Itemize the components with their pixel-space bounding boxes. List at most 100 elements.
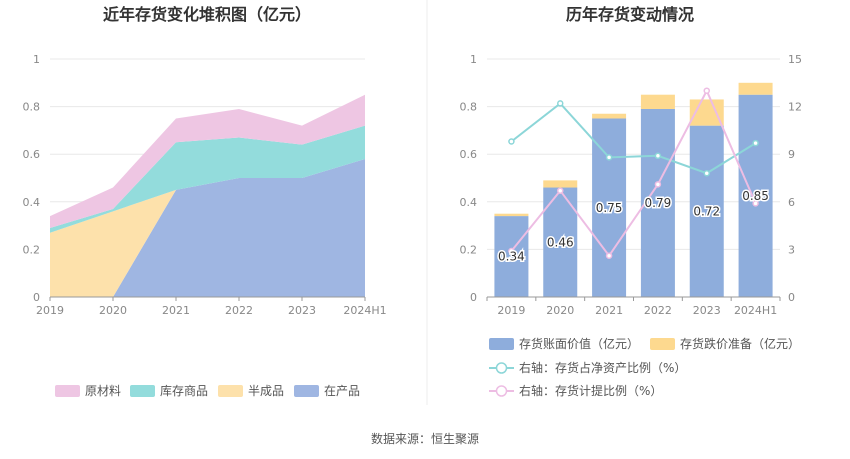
left-legend-item[interactable]: 原材料 <box>55 384 121 398</box>
legend-label: 库存商品 <box>160 383 208 398</box>
right-lines: 0.34 0.46 0.75 0.79 0.72 0.85 <box>497 87 770 265</box>
right-legend-item[interactable]: 存货账面价值（亿元） <box>489 336 639 351</box>
left-x-tick: 2020 <box>99 304 127 317</box>
right-grid <box>487 58 780 250</box>
right-y2-tick: 6 <box>788 196 795 209</box>
left-axes: 0 0.2 0.4 0.6 0.8 1 2019 2020 2021 2022 2023 2024H1 <box>23 53 387 317</box>
left-legend-item[interactable]: 半成品 <box>218 384 284 398</box>
right-y-tick: 0 <box>470 291 477 304</box>
line-series-1 <box>510 88 757 258</box>
line-point-1 <box>654 181 662 188</box>
right-y2-tick: 3 <box>788 243 795 256</box>
bar-book-value <box>640 108 675 297</box>
left-y-tick: 0.8 <box>23 101 41 114</box>
data-source: 数据来源：恒生聚源 <box>371 431 479 446</box>
bar-value-label: 0.85 <box>742 189 769 203</box>
legend-swatch <box>650 338 675 350</box>
area-原材料 <box>50 94 365 228</box>
left-y-tick: 1 <box>33 53 40 66</box>
bar-value-label: 0.75 <box>596 201 623 215</box>
area-库存商品 <box>50 125 365 233</box>
left-x-tick: 2024H1 <box>343 304 386 317</box>
right-y2-tick: 15 <box>788 53 802 66</box>
legend-label: 右轴：存货计提比例（%） <box>519 383 662 398</box>
right-x-tick: 2021 <box>595 304 623 317</box>
legend-label: 存货账面价值（亿元） <box>519 336 639 351</box>
line-point-0 <box>703 169 710 177</box>
line-point-1 <box>557 187 564 194</box>
left-y-tick: 0.6 <box>23 148 41 161</box>
left-legend[interactable]: 原材料 库存商品 半成品 在产品 <box>55 383 360 398</box>
bar-book-value <box>689 125 724 297</box>
bar-value-label: 0.34 <box>498 250 525 264</box>
area-在产品 <box>50 158 365 297</box>
bar-value-label: 0.72 <box>693 204 720 218</box>
right-x-tick: 2019 <box>497 304 525 317</box>
left-areas <box>50 94 365 297</box>
legend-swatch <box>55 385 80 397</box>
right-legend-item[interactable]: 右轴：存货计提比例（%） <box>489 383 662 398</box>
bar-value-label: 0.46 <box>547 235 574 249</box>
line-point-1 <box>703 87 710 94</box>
right-y-tick: 0.4 <box>460 196 478 209</box>
legend-label: 原材料 <box>85 384 121 398</box>
left-chart-title: 近年存货变化堆积图（亿元） <box>103 5 311 24</box>
right-y2-tick: 12 <box>788 101 802 114</box>
line-point-0 <box>508 138 515 145</box>
left-x-tick: 2023 <box>288 304 316 317</box>
line-series-0 <box>510 102 757 175</box>
right-y2-tick: 0 <box>788 291 795 304</box>
legend-label: 半成品 <box>248 384 284 398</box>
bar-impairment <box>592 113 627 119</box>
left-y-tick: 0 <box>33 291 40 304</box>
line-point-0 <box>605 154 613 161</box>
legend-swatch <box>489 338 514 350</box>
right-x-tick: 2022 <box>644 304 672 317</box>
left-legend-item[interactable]: 在产品 <box>294 384 360 398</box>
legend-marker <box>495 362 508 374</box>
bar-impairment <box>738 82 773 95</box>
bar-impairment <box>543 180 578 188</box>
line-point-1 <box>605 252 613 259</box>
right-y-tick: 0.8 <box>460 101 478 114</box>
right-legend-item[interactable]: 右轴：存货占净资产比例（%） <box>489 360 686 375</box>
line-point-1 <box>508 247 515 255</box>
right-x-tick: 2020 <box>546 304 574 317</box>
left-x-tick: 2021 <box>162 304 190 317</box>
right-y-tick: 1 <box>470 53 477 66</box>
line-point-0 <box>557 100 564 107</box>
right-axes: 0 0.2 0.4 0.6 0.8 1 0 3 6 9 12 15 2019 2020 2021 2022 20… <box>460 53 803 317</box>
right-chart-title: 历年存货变动情况 <box>566 5 694 24</box>
legend-label: 在产品 <box>324 384 360 398</box>
right-y-tick: 0.2 <box>460 243 478 256</box>
left-legend-item[interactable]: 库存商品 <box>130 383 208 398</box>
right-y2-tick: 9 <box>788 148 795 161</box>
line-point-0 <box>654 152 662 160</box>
area-半成品 <box>50 158 365 297</box>
right-legend-item[interactable]: 存货跌价准备（亿元） <box>650 336 800 351</box>
left-y-tick: 0.4 <box>23 196 41 209</box>
bar-book-value <box>738 94 773 297</box>
left-y-tick: 0.2 <box>23 243 41 256</box>
right-x-tick: 2023 <box>693 304 721 317</box>
right-x-tick: 2024H1 <box>734 304 777 317</box>
legend-label: 存货跌价准备（亿元） <box>680 336 800 351</box>
right-bars <box>494 82 773 297</box>
bar-impairment <box>494 213 529 217</box>
left-x-tick: 2022 <box>225 304 253 317</box>
bar-book-value <box>592 118 627 297</box>
right-y-tick: 0.6 <box>460 148 478 161</box>
bar-impairment <box>640 94 675 109</box>
line-point-0 <box>752 139 759 147</box>
bar-value-label: 0.79 <box>645 196 672 210</box>
legend-swatch <box>218 385 243 397</box>
line-point-1 <box>752 200 759 207</box>
legend-swatch <box>130 385 155 397</box>
legend-marker <box>495 385 508 397</box>
left-x-tick: 2019 <box>36 304 64 317</box>
right-legend[interactable]: 存货账面价值（亿元） 存货跌价准备（亿元） 右轴：存货占净资产比例（%） 右轴：存货计… <box>489 336 800 398</box>
legend-swatch <box>294 385 319 397</box>
legend-label: 右轴：存货占净资产比例（%） <box>519 360 686 375</box>
bar-book-value <box>494 216 529 297</box>
